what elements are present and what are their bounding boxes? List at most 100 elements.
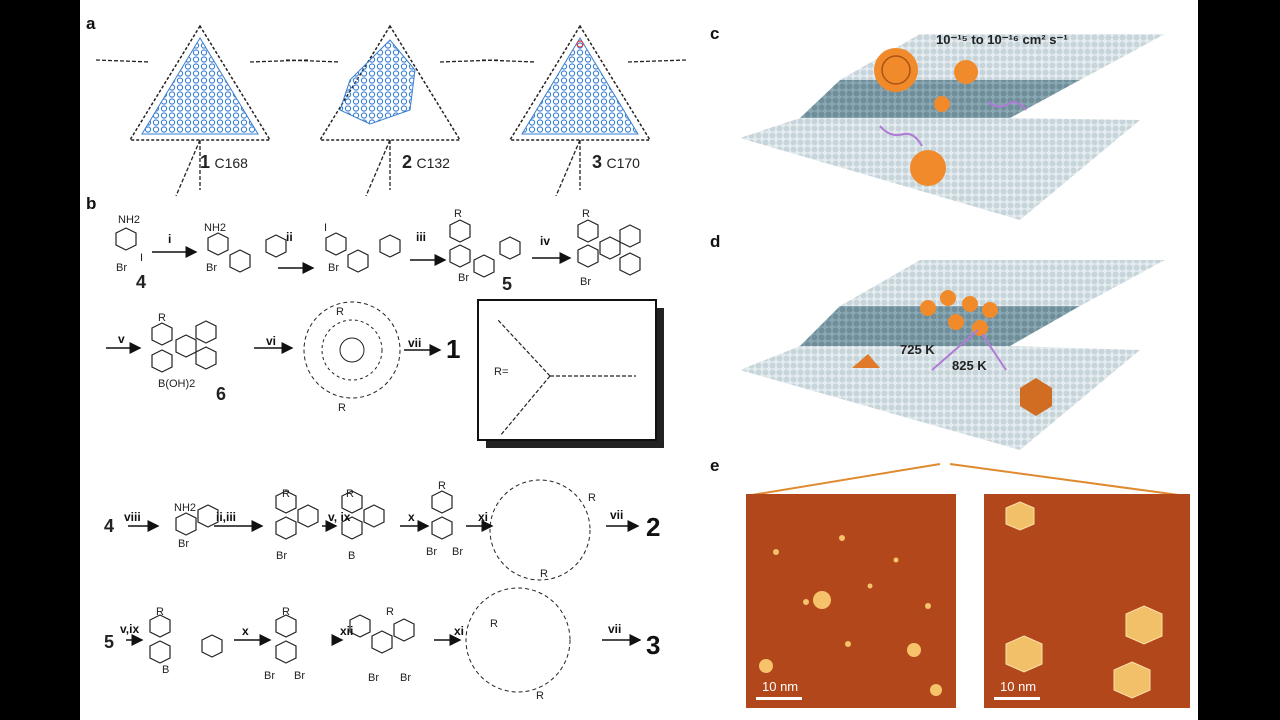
triangle-graphene xyxy=(852,354,880,368)
atom-r-r4b: R xyxy=(282,606,290,618)
scheme-row4-rings xyxy=(149,614,415,664)
fullerene-large xyxy=(874,48,918,92)
scheme-row3-precursor xyxy=(489,479,591,581)
atom-r-r3b: R xyxy=(346,488,354,500)
compound-3-formula: C170 xyxy=(606,155,640,171)
product-2-label: 2 xyxy=(646,512,661,542)
compound-2-caption: 2 C132 xyxy=(402,152,450,173)
step-xi: xi xyxy=(478,510,489,524)
step-x-2: x xyxy=(242,624,249,638)
scheme-row2-graphene-precursor xyxy=(303,301,401,399)
atom-r-r3a: R xyxy=(282,488,290,500)
atom-br-r3c-2: Br xyxy=(452,546,463,558)
atom-b-r4a: B xyxy=(162,664,170,676)
compound-3-caption: 3 C170 xyxy=(592,152,640,173)
atom-i-b: I xyxy=(324,222,328,234)
molecule-3-skeleton xyxy=(481,24,687,197)
middle-terrace-d xyxy=(800,306,1080,346)
atom-br-r4b-2: Br xyxy=(294,670,305,682)
step-ii-iii: ii,iii xyxy=(216,510,237,524)
upper-terrace-d xyxy=(840,260,1165,306)
scale-label-right: 10 nm xyxy=(1000,679,1037,694)
scale-bar-right xyxy=(994,697,1040,700)
product-1-label: 1 xyxy=(446,334,461,364)
step-viii: viii xyxy=(124,510,141,524)
atom-br-viii: Br xyxy=(178,538,189,550)
stm-image-left: 10 nm xyxy=(746,494,956,708)
atom-br-iv: Br xyxy=(580,276,591,288)
step-vi: vi xyxy=(266,334,277,348)
compound-3-number: 3 xyxy=(592,152,603,172)
stm-image-right: 10 nm xyxy=(984,494,1190,708)
step-vii-3: vii xyxy=(608,622,622,636)
atom-br-r4c-1: Br xyxy=(368,672,379,684)
r-group-definition: R= xyxy=(494,366,509,378)
product-3-label: 3 xyxy=(646,630,661,660)
atom-br-r3c-1: Br xyxy=(426,546,437,558)
step-ii: ii xyxy=(286,230,293,244)
temperature-725: 725 K xyxy=(900,342,935,357)
step-v-ix-2: v,ix xyxy=(120,622,140,636)
upper-terrace xyxy=(840,34,1165,80)
atom-i-4: I xyxy=(140,252,144,264)
compound-1-formula: C168 xyxy=(214,155,248,171)
atom-br-r3a: Br xyxy=(276,550,287,562)
atom-r-5: R xyxy=(454,208,462,220)
figure-sheet: a 1 C168 2 C132 xyxy=(80,0,1198,720)
atom-br-a: Br xyxy=(206,262,217,274)
step-iii: iii xyxy=(416,230,427,244)
temperature-825: 825 K xyxy=(952,358,987,373)
compound-4-label: 4 xyxy=(136,272,147,292)
atom-r-r4c: R xyxy=(386,606,394,618)
atom-r-r4a: R xyxy=(156,606,164,618)
diffusion-path-1 xyxy=(987,101,1027,111)
molecule-1-skeleton xyxy=(95,24,309,197)
atom-b-r3b: B xyxy=(348,550,356,562)
panel-label-b: b xyxy=(86,194,97,213)
compound-4-row3-label: 4 xyxy=(104,516,115,536)
diffusion-coefficient: 10⁻¹⁵ to 10⁻¹⁶ cm² s⁻¹ xyxy=(936,32,1068,47)
scheme-row4-precursor xyxy=(465,587,571,693)
scheme-row3-rings xyxy=(175,490,453,540)
atom-r-vi-bottom: R xyxy=(338,402,346,414)
atom-nh2-viii: NH2 xyxy=(174,502,197,514)
panel-label-e: e xyxy=(710,456,720,475)
stm-left-features xyxy=(746,494,956,708)
atom-r-r4e: R xyxy=(536,690,544,702)
step-vii: vii xyxy=(408,336,422,350)
atom-br-b: Br xyxy=(328,262,339,274)
step-v-ix: v, ix xyxy=(328,510,351,524)
lower-terrace-d xyxy=(740,346,1140,450)
hexagon-graphene xyxy=(1020,378,1052,416)
compound-6-label: 6 xyxy=(216,384,227,404)
atom-br-5: Br xyxy=(458,272,469,284)
atom-br-r4c-2: Br xyxy=(400,672,411,684)
atom-boh2-6: B(OH)2 xyxy=(158,378,196,390)
step-xii: xii xyxy=(340,624,354,638)
compound-2-formula: C132 xyxy=(416,155,450,171)
panel-d-surface xyxy=(740,260,1165,450)
atom-nh2-a: NH2 xyxy=(204,222,227,234)
compound-1-caption: 1 C168 xyxy=(200,152,248,173)
panel-c-surface xyxy=(740,34,1165,220)
compound-5-label: 5 xyxy=(502,274,513,294)
atom-br-4: Br xyxy=(116,262,127,274)
scheme-row1-rings xyxy=(115,219,641,278)
scale-bar-left xyxy=(756,697,802,700)
step-v: v xyxy=(118,332,125,346)
stm-right-features xyxy=(984,494,1190,708)
compound-1-number: 1 xyxy=(200,152,211,172)
fullerene-cluster-3 xyxy=(910,150,946,186)
r-group-box xyxy=(477,299,664,448)
panel-label-a: a xyxy=(86,14,96,33)
step-i: i xyxy=(168,232,172,246)
compound-2-number: 2 xyxy=(402,152,413,172)
atom-r-r3e: R xyxy=(540,568,548,580)
scheme-row2-rings xyxy=(151,320,217,373)
step-xi-2: xi xyxy=(454,624,465,638)
atom-r-vi-top: R xyxy=(336,306,344,318)
panel-label-d: d xyxy=(710,232,721,251)
diffusion-path-2 xyxy=(879,125,923,147)
step-x: x xyxy=(408,510,415,524)
compound-5-row4-label: 5 xyxy=(104,632,115,652)
